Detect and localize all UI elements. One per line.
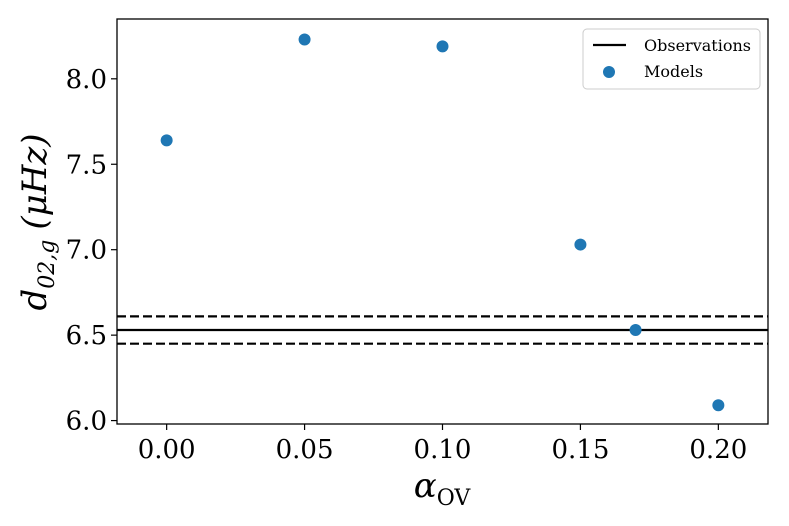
legend: Observations Models <box>582 28 761 90</box>
model-point <box>629 324 642 337</box>
x-tick-label: 0.10 <box>414 435 472 465</box>
model-point <box>712 399 725 412</box>
legend-models-label: Models <box>644 62 703 81</box>
x-tick-label: 0.05 <box>276 435 334 465</box>
axis-layer: 0.00 0.05 0.10 0.15 0.20 6.0 6.5 7.0 7.5 8.0 <box>66 65 748 465</box>
legend-observations-label: Observations <box>644 36 751 55</box>
y-tick-label: 7.0 <box>66 236 107 266</box>
y-tick-label: 6.0 <box>66 407 107 437</box>
plot-layer <box>117 33 768 412</box>
legend-models-marker <box>603 66 615 78</box>
x-tick-label: 0.15 <box>551 435 609 465</box>
legend-box <box>582 28 761 90</box>
x-tick-label: 0.00 <box>138 435 196 465</box>
model-point <box>436 40 449 53</box>
y-tick-label: 7.5 <box>66 150 107 180</box>
model-point <box>298 33 311 46</box>
y-tick-label: 8.0 <box>66 65 107 95</box>
x-axis-label: αOV <box>414 466 472 511</box>
model-point <box>160 134 173 147</box>
model-point <box>574 238 587 251</box>
x-tick-label: 0.20 <box>689 435 747 465</box>
y-tick-label: 6.5 <box>66 321 107 351</box>
y-axis-label: d02,g(μHz) <box>15 133 60 310</box>
